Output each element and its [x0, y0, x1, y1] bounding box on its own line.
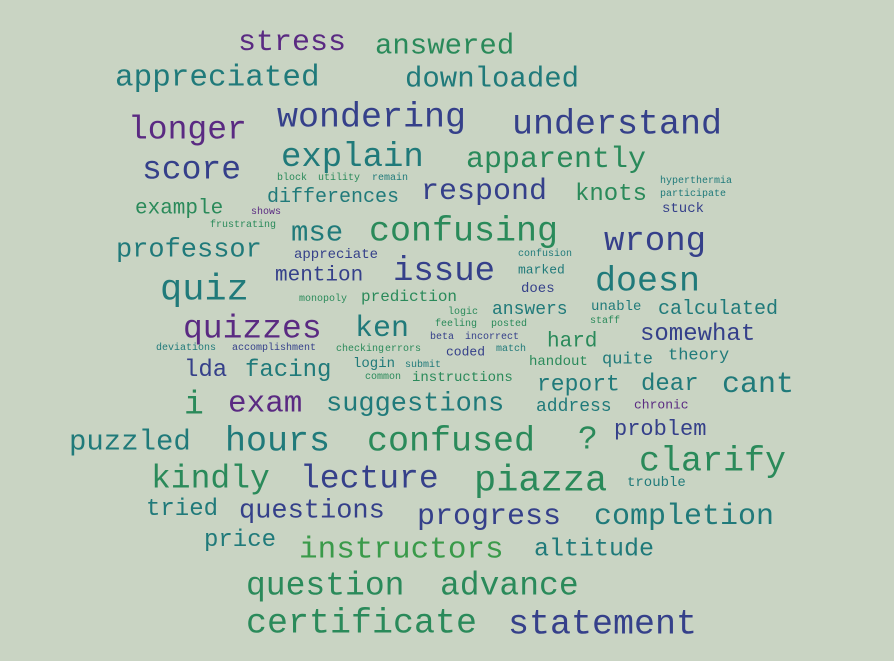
word-67: i [184, 386, 204, 424]
word-20: stuck [662, 201, 705, 217]
word-92: statement [508, 604, 698, 645]
word-10: block [277, 173, 308, 184]
word-30: marked [518, 262, 565, 278]
word-4: longer [128, 111, 247, 149]
word-48: hard [547, 330, 598, 354]
word-88: altitude [534, 534, 655, 564]
word-64: report [537, 371, 620, 398]
word-43: posted [491, 319, 528, 330]
word-17: participate [660, 189, 727, 200]
word-27: confusion [518, 249, 573, 260]
word-3: downloaded [405, 62, 580, 96]
word-83: questions [239, 496, 385, 527]
word-51: checking [336, 344, 385, 355]
word-33: does [521, 281, 555, 297]
word-5: wondering [277, 97, 467, 138]
word-38: calculated [658, 298, 779, 321]
word-70: address [536, 397, 612, 417]
word-90: advance [440, 567, 579, 605]
word-82: tried [146, 496, 219, 523]
word-7: score [142, 151, 242, 189]
word-52: errors [385, 344, 422, 355]
word-80: piazza [474, 460, 608, 503]
word-2: appreciated [115, 60, 320, 96]
word-77: clarify [639, 441, 787, 482]
word-12: remain [372, 173, 409, 184]
word-14: differences [267, 186, 400, 209]
word-41: ken [355, 312, 410, 346]
word-15: respond [421, 175, 548, 209]
word-47: incorrect [465, 332, 520, 343]
word-16: knots [575, 181, 648, 208]
word-40: quizzes [183, 310, 322, 348]
word-85: completion [594, 500, 775, 534]
word-26: appreciate [294, 247, 379, 263]
word-78: kindly [151, 460, 270, 498]
word-11: utility [318, 173, 361, 184]
word-73: puzzled [69, 425, 191, 459]
word-71: chronic [634, 397, 689, 413]
word-75: confused [367, 421, 536, 462]
word-87: instructors [299, 532, 504, 568]
word-42: feeling [435, 319, 478, 330]
word-13: hyperthermia [660, 176, 733, 187]
word-62: common [365, 372, 402, 383]
word-36: answers [492, 300, 568, 320]
word-86: price [204, 527, 277, 554]
word-19: shows [251, 207, 282, 218]
word-24: wrong [604, 223, 707, 261]
word-0: stress [238, 26, 347, 60]
word-50: accomplishment [232, 343, 317, 354]
word-68: exam [228, 386, 303, 422]
word-65: dear [641, 371, 699, 398]
word-28: issue [393, 253, 496, 291]
word-59: facing [245, 357, 332, 384]
word-18: example [135, 197, 224, 221]
word-44: staff [590, 316, 621, 327]
word-25: professor [116, 235, 262, 266]
word-8: explain [281, 139, 424, 177]
word-53: coded [446, 344, 486, 360]
word-91: certificate [246, 603, 478, 644]
word-79: lecture [300, 460, 439, 498]
word-35: prediction [361, 288, 458, 306]
word-63: instructions [412, 370, 513, 386]
word-22: mse [291, 216, 344, 250]
word-69: suggestions [326, 389, 505, 420]
word-84: progress [417, 500, 562, 534]
word-81: trouble [627, 475, 686, 491]
word-56: handout [529, 354, 588, 370]
word-46: beta [430, 332, 455, 343]
word-89: question [246, 567, 405, 605]
word-61: submit [405, 360, 442, 371]
word-23: confusing [369, 211, 559, 252]
word-49: deviations [156, 343, 217, 354]
word-39: logic [448, 307, 479, 318]
word-37: unable [591, 299, 642, 315]
word-76: ? [578, 421, 598, 459]
word-60: login [353, 356, 396, 372]
word-72: problem [614, 417, 707, 442]
word-54: match [496, 344, 527, 355]
word-9: apparently [466, 143, 647, 177]
word-32: quiz [160, 269, 249, 312]
word-58: lda [184, 357, 228, 384]
word-6: understand [512, 104, 723, 145]
word-29: mention [275, 264, 364, 288]
word-57: quite [602, 350, 654, 370]
word-1: answered [375, 29, 515, 63]
word-21: frustrating [210, 220, 277, 231]
word-74: hours [225, 421, 331, 462]
word-34: monopoly [299, 294, 348, 305]
word-31: doesn [595, 261, 701, 302]
word-45: somewhat [640, 321, 756, 348]
word-55: theory [668, 346, 730, 366]
word-66: cant [722, 368, 795, 402]
